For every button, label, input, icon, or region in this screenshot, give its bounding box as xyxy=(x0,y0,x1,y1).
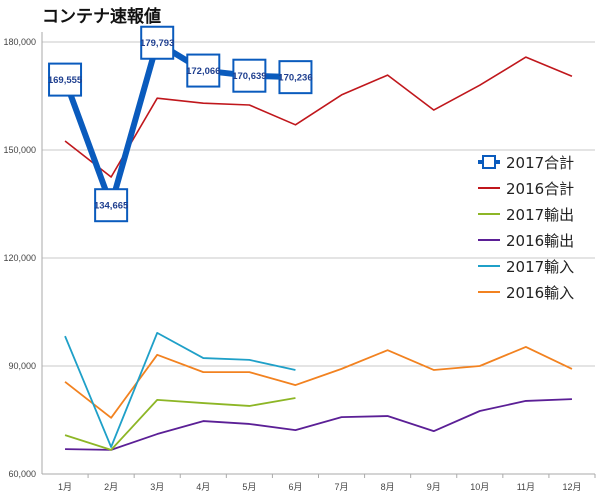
y-tick-label: 90,000 xyxy=(8,361,36,371)
data-label: 170,639 xyxy=(232,71,266,82)
series-line xyxy=(64,397,296,451)
data-label: 170,236 xyxy=(278,73,312,84)
x-tick-label: 11月 xyxy=(517,482,535,492)
x-tick-label: 10月 xyxy=(470,482,489,492)
data-label: 179,793 xyxy=(140,38,174,49)
y-tick-label: 120,000 xyxy=(3,253,36,263)
data-label: 172,066 xyxy=(186,66,220,77)
x-tick-label: 8月 xyxy=(381,482,395,492)
x-tick-label: 4月 xyxy=(196,482,210,492)
data-point-marker xyxy=(94,188,129,223)
data-point-marker xyxy=(48,62,83,97)
series-line xyxy=(64,331,296,448)
legend-marker xyxy=(482,155,496,169)
x-tick-label: 7月 xyxy=(335,482,349,492)
y-tick-label: 180,000 xyxy=(3,37,36,47)
legend-label: 2016輸出 xyxy=(506,232,574,250)
data-label: 134,665 xyxy=(94,201,129,212)
legend-label: 2017輸入 xyxy=(506,258,574,276)
legend-label: 2016合計 xyxy=(506,180,574,198)
x-tick-label: 1月 xyxy=(58,482,72,492)
data-point-marker xyxy=(140,25,175,60)
x-tick-label: 12月 xyxy=(562,482,581,492)
y-tick-label: 60,000 xyxy=(8,469,36,479)
x-tick-label: 5月 xyxy=(242,482,256,492)
legend-label: 2017合計 xyxy=(506,154,574,172)
data-point-marker xyxy=(278,60,313,95)
legend-label: 2016輸入 xyxy=(506,284,574,302)
chart-title: コンテナ速報値 xyxy=(42,6,161,27)
series-line xyxy=(64,56,573,178)
x-tick-label: 6月 xyxy=(288,482,302,492)
y-tick-label: 150,000 xyxy=(3,145,36,155)
legend-label: 2017輸出 xyxy=(506,206,574,224)
series-line xyxy=(64,346,573,419)
x-tick-label: 3月 xyxy=(150,482,164,492)
x-tick-label: 2月 xyxy=(104,482,118,492)
data-point-marker xyxy=(186,53,221,88)
x-tick-label: 9月 xyxy=(427,482,441,492)
series-line xyxy=(65,398,572,451)
data-label: 169,555 xyxy=(48,75,83,86)
data-point-marker xyxy=(232,58,267,93)
